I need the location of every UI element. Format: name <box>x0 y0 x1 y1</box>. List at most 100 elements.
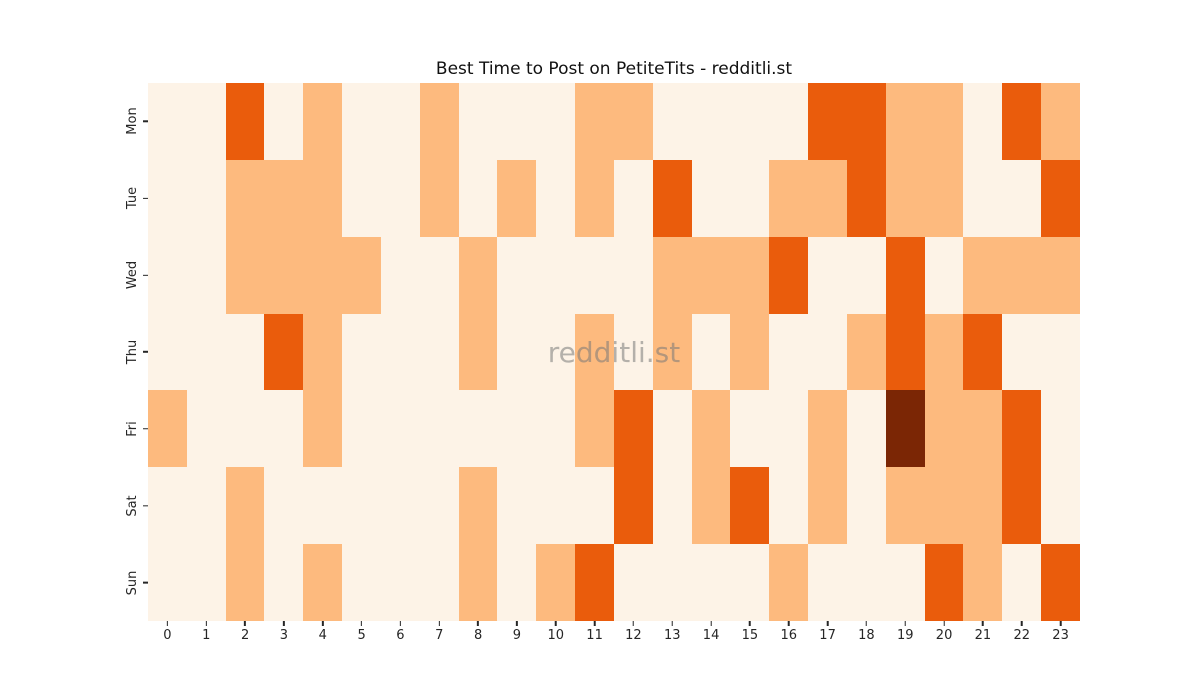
x-tick-label: 22 <box>1013 628 1031 643</box>
heatmap-cell <box>264 83 304 160</box>
y-tick-mark <box>143 197 148 200</box>
heatmap-cell <box>885 236 925 314</box>
heatmap-cell <box>846 467 886 545</box>
heatmap-cell <box>303 467 343 545</box>
y-tick-mark <box>143 274 148 276</box>
heatmap-cell <box>885 390 925 468</box>
heatmap-cell <box>963 236 1003 314</box>
heatmap-cell <box>691 467 731 545</box>
heatmap-cell <box>730 236 770 314</box>
heatmap-cell <box>808 236 847 314</box>
x-tick-label: 8 <box>473 628 483 643</box>
heatmap-cell <box>613 159 653 237</box>
heatmap-cell <box>342 83 381 160</box>
y-axis: Mon Tue Wed Thu Fri Sat Sun <box>108 83 148 621</box>
heatmap-cell <box>148 544 187 621</box>
chart-title: Best Time to Post on PetiteTits - reddit… <box>435 59 793 79</box>
heatmap-cell <box>885 313 925 391</box>
x-tick: 14 <box>702 621 720 643</box>
heatmap-cell <box>808 544 847 621</box>
heatmap-cell <box>186 467 226 545</box>
x-tick: 12 <box>625 621 642 642</box>
heatmap-cell <box>769 159 809 237</box>
heatmap-cell <box>924 83 964 160</box>
x-tick-mark <box>1020 621 1023 626</box>
heatmap-cell <box>148 236 187 314</box>
heatmap-cell <box>380 467 420 545</box>
heatmap-cell <box>652 313 692 391</box>
heatmap-cell <box>225 390 265 468</box>
heatmap-cell <box>963 390 1003 468</box>
x-tick: 9 <box>513 621 521 642</box>
x-tick-mark <box>943 621 945 626</box>
heatmap-cell <box>924 313 964 391</box>
heatmap-cell <box>846 313 886 391</box>
x-tick: 11 <box>586 621 603 642</box>
heatmap-cell <box>924 467 964 545</box>
x-tick-label: 16 <box>780 628 798 643</box>
heatmap-cell <box>769 390 809 468</box>
heatmap-cell <box>769 83 809 160</box>
heatmap-cell <box>730 544 770 621</box>
heatmap-cell <box>1002 159 1042 237</box>
x-tick-label: 1 <box>202 628 211 643</box>
heatmap-cell <box>613 390 653 468</box>
heatmap-cell <box>1002 467 1042 545</box>
heatmap-cell <box>342 390 381 468</box>
heatmap-cell <box>846 544 886 621</box>
heatmap-cell <box>652 544 692 621</box>
heatmap-cell <box>730 467 770 545</box>
heatmap-cell <box>148 467 187 545</box>
x-tick-mark <box>671 621 673 626</box>
y-tick-label: Tue <box>125 187 140 210</box>
x-tick-mark <box>360 621 363 626</box>
heatmap-cell <box>613 467 653 545</box>
heatmap-cell <box>380 83 420 160</box>
heatmap-cell <box>536 236 576 314</box>
x-tick-mark <box>593 621 596 626</box>
heatmap-cell <box>885 467 925 545</box>
x-tick-mark <box>283 621 285 626</box>
heatmap-cell <box>575 83 614 160</box>
heatmap-cell <box>225 467 265 545</box>
heatmap-cell <box>1002 390 1042 468</box>
x-tick-label: 19 <box>896 628 914 643</box>
x-tick: 18 <box>858 621 875 642</box>
heatmap-cell <box>458 544 498 621</box>
heatmap-cell <box>963 467 1003 545</box>
heatmap-cell <box>186 390 226 468</box>
heatmap-cell <box>264 313 304 391</box>
y-tick: Sat <box>125 495 148 516</box>
heatmap-cell <box>575 390 614 468</box>
x-tick-label: 0 <box>163 628 172 643</box>
heatmap-cell <box>963 83 1003 160</box>
y-tick: Fri <box>125 421 148 437</box>
heatmap-cell <box>380 544 420 621</box>
heatmap-cell <box>303 83 343 160</box>
x-tick: 17 <box>819 621 836 642</box>
heatmap-cell <box>963 313 1003 391</box>
heatmap-cell <box>264 390 304 468</box>
heatmap-cell <box>497 236 537 314</box>
heatmap-cell <box>497 313 537 391</box>
x-tick-label: 14 <box>702 628 720 643</box>
x-tick-mark <box>982 621 984 626</box>
heatmap-cell <box>225 544 265 621</box>
heatmap-cell <box>691 159 731 237</box>
heatmap-cell <box>186 159 226 237</box>
x-tick-mark <box>710 621 712 626</box>
x-tick-label: 21 <box>974 628 992 643</box>
heatmap-cell <box>885 83 925 160</box>
heatmap-cell <box>419 544 459 621</box>
heatmap-cell <box>963 544 1003 621</box>
x-tick-mark <box>1059 621 1062 626</box>
x-tick-label: 4 <box>318 628 327 643</box>
x-tick-label: 5 <box>357 628 366 643</box>
heatmap-cell <box>303 159 343 237</box>
heatmap-cell <box>885 159 925 237</box>
heatmap-cell <box>497 467 537 545</box>
heatmap-cell <box>225 159 265 237</box>
x-tick-label: 20 <box>935 628 953 643</box>
heatmap-cell <box>652 236 692 314</box>
x-tick: 8 <box>474 621 482 642</box>
